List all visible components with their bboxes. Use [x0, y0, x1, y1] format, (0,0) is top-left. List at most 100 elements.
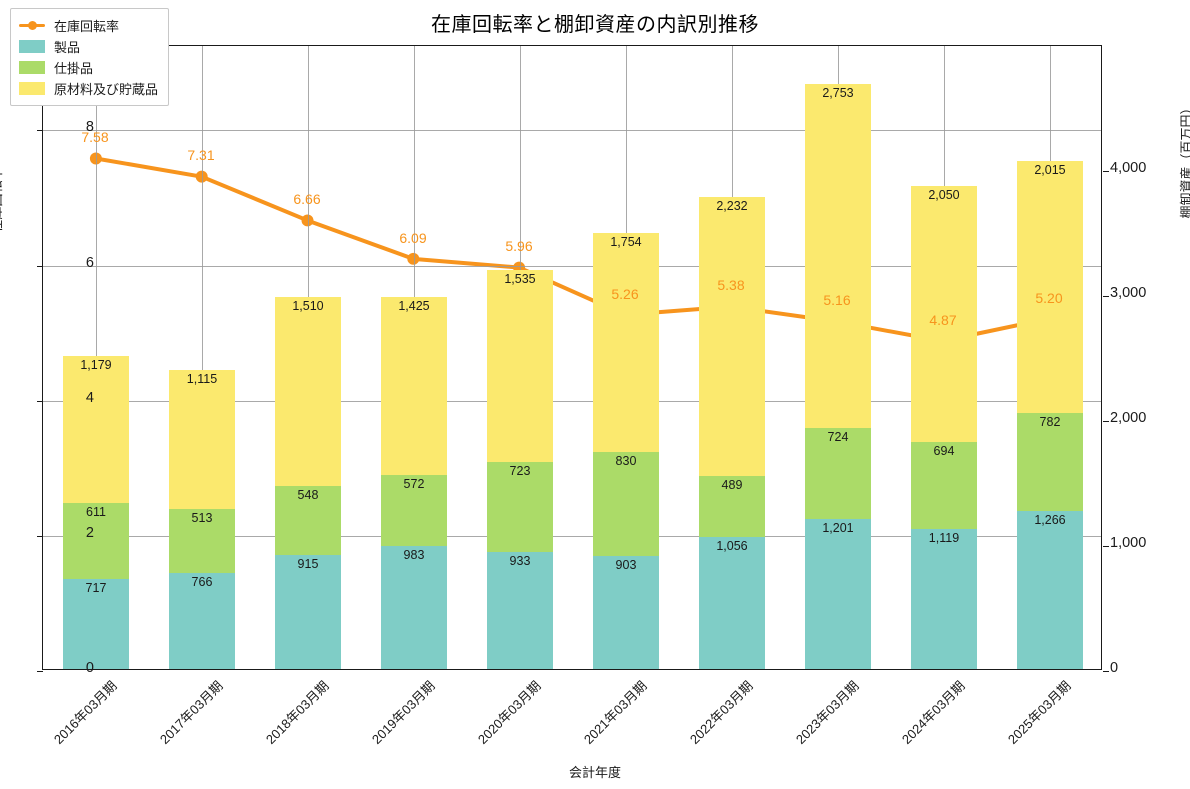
- bar-group[interactable]: 933 723 1,535: [487, 270, 553, 669]
- bar-segment[interactable]: 1,179: [63, 355, 129, 503]
- bar-segment[interactable]: 782: [1017, 413, 1083, 511]
- bar-group[interactable]: 766 513 1,115: [169, 369, 235, 669]
- bar-value-label: 1,119: [928, 531, 960, 546]
- line-value-label: 5.38: [717, 277, 745, 294]
- tick-mark-right: [1103, 546, 1109, 547]
- bar-group[interactable]: 915 548 1,510: [275, 297, 341, 669]
- bar-segment[interactable]: 1,115: [169, 369, 235, 510]
- legend-label: 製品: [54, 40, 81, 55]
- line-value-label: 7.31: [187, 147, 215, 164]
- y-axis-tick-left: 8: [85, 119, 94, 136]
- bar-segment[interactable]: 1,535: [487, 270, 553, 462]
- bar-value-label: 1,179: [80, 357, 112, 372]
- bar-segment[interactable]: 694: [911, 442, 977, 530]
- bar-segment[interactable]: 1,266: [1017, 510, 1083, 669]
- x-axis-label: 会計年度: [568, 765, 621, 780]
- bar-segment[interactable]: 572: [381, 474, 447, 547]
- bar-segment[interactable]: 724: [805, 428, 871, 519]
- tick-mark-right: [1103, 671, 1109, 672]
- bar-value-label: 1,425: [398, 298, 430, 313]
- line-value-label: 6.66: [293, 191, 321, 207]
- bar-segment[interactable]: 2,753: [805, 84, 871, 429]
- line-value-label: 6.09: [399, 229, 427, 246]
- tick-mark-right: [1103, 296, 1109, 297]
- tick-mark-left: [37, 535, 43, 537]
- bar-segment[interactable]: 1,201: [805, 518, 871, 669]
- tick-mark-left: [37, 400, 43, 402]
- bar-group[interactable]: 717 611 1,179: [63, 355, 129, 669]
- turnover-line-path: [93, 156, 1051, 343]
- bar-segment[interactable]: 1,056: [699, 537, 765, 669]
- y-axis-tick-right: 2,000: [1110, 410, 1147, 426]
- bar-segment[interactable]: 2,050: [911, 186, 977, 443]
- bar-segment[interactable]: 1,425: [381, 296, 447, 475]
- bar-segment[interactable]: 1,510: [275, 297, 341, 487]
- tick-mark-left: [37, 130, 43, 132]
- bar-group[interactable]: 1,266 782 2,015: [1017, 161, 1083, 669]
- bar-value-label: 915: [297, 556, 319, 571]
- bar-segment[interactable]: 1,754: [593, 233, 659, 453]
- legend-item[interactable]: 製品: [19, 36, 158, 57]
- bar-group[interactable]: 1,119 694 2,050: [911, 186, 977, 669]
- gridline-vertical: [202, 46, 203, 669]
- legend-item[interactable]: 原材料及び貯蔵品: [19, 78, 158, 99]
- y-axis-tick-left: 2: [85, 524, 94, 541]
- bar-segment[interactable]: 2,232: [699, 196, 765, 476]
- legend-item[interactable]: 在庫回転率: [19, 15, 158, 36]
- bar-value-label: 724: [827, 430, 849, 445]
- legend-color-swatch: [19, 82, 45, 95]
- bar-group[interactable]: 1,056 489 2,232: [699, 196, 765, 669]
- bar-segment[interactable]: 766: [169, 573, 235, 669]
- bar-value-label: 766: [191, 575, 213, 590]
- bar-value-label: 611: [86, 505, 106, 519]
- bar-value-label: 2,753: [822, 86, 854, 101]
- gridline-horizontal: [43, 265, 1101, 267]
- bar-value-label: 489: [721, 477, 743, 492]
- line-value-label: 7.58: [81, 128, 109, 145]
- bar-segment[interactable]: 903: [593, 556, 659, 669]
- legend-label: 仕掛品: [54, 61, 94, 76]
- bar-value-label: 830: [615, 454, 637, 469]
- bar-segment[interactable]: 489: [699, 475, 765, 537]
- chart-title: 在庫回転率と棚卸資産の内訳別推移: [431, 14, 759, 36]
- legend-line-marker-icon: [19, 19, 45, 32]
- bar-segment[interactable]: 2,015: [1017, 161, 1083, 413]
- bar-value-label: 1,754: [610, 235, 642, 250]
- bar-segment[interactable]: 1,119: [911, 529, 977, 669]
- bar-segment[interactable]: 548: [275, 486, 341, 555]
- bar-segment[interactable]: 830: [593, 452, 659, 557]
- bar-segment[interactable]: 723: [487, 462, 553, 553]
- bar-value-label: 2,015: [1034, 163, 1066, 178]
- legend-item[interactable]: 仕掛品: [19, 57, 158, 78]
- legend-label: 在庫回転率: [54, 19, 120, 34]
- bar-value-label: 903: [615, 558, 637, 573]
- bar-value-label: 2,232: [716, 198, 748, 213]
- bar-value-label: 572: [403, 476, 425, 491]
- bar-value-label: 1,201: [822, 520, 854, 535]
- plot-area: 717 611 1,179 766 513 1,115 915 548 1,510 983 572 1…: [37, 45, 1109, 672]
- bar-segment[interactable]: 933: [487, 552, 553, 669]
- bar-group[interactable]: 983 572 1,425: [381, 296, 447, 669]
- bar-segment[interactable]: 611: [63, 503, 129, 580]
- bar-value-label: 2,050: [928, 188, 960, 203]
- bar-value-label: 717: [85, 581, 107, 596]
- bar-group[interactable]: 903 830 1,754: [593, 233, 659, 669]
- line-value-label: 5.20: [1035, 289, 1063, 306]
- y-axis-tick-left: 4: [85, 389, 94, 406]
- bar-group[interactable]: 1,201 724 2,753: [805, 84, 871, 669]
- bar-value-label: 782: [1039, 415, 1061, 429]
- line-value-label: 5.96: [505, 238, 533, 255]
- y-axis-tick-right: 4,000: [1110, 160, 1147, 176]
- bar-segment[interactable]: 513: [169, 509, 235, 574]
- bar-segment[interactable]: 717: [63, 579, 129, 669]
- bar-value-label: 1,115: [186, 371, 218, 386]
- bar-value-label: 694: [933, 444, 955, 459]
- tick-mark-right: [1103, 171, 1109, 172]
- y-axis-tick-left: 6: [85, 254, 94, 271]
- bar-segment[interactable]: 983: [381, 546, 447, 669]
- bar-value-label: 1,535: [504, 272, 536, 287]
- legend-label: 原材料及び貯蔵品: [54, 82, 159, 97]
- bar-value-label: 983: [403, 548, 425, 563]
- bar-segment[interactable]: 915: [275, 554, 341, 669]
